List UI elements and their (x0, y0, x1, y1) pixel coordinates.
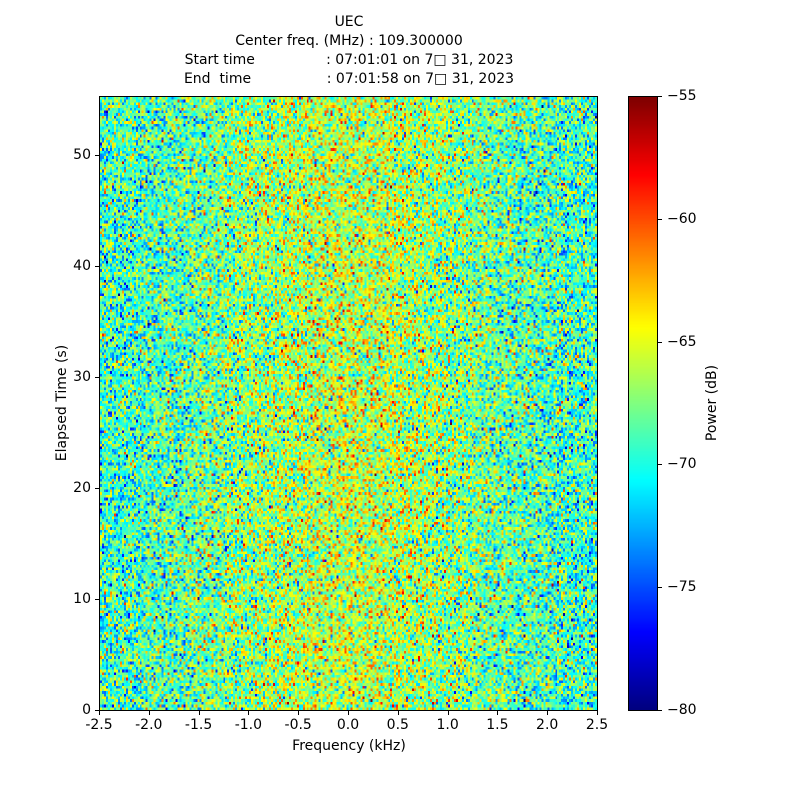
x-tick-label: 2.0 (536, 717, 559, 733)
colorbar-tick-label: −70 (667, 456, 697, 473)
colorbar-tick (658, 710, 662, 711)
x-tick-label: -2.0 (135, 717, 163, 733)
y-tick (95, 488, 99, 490)
colorbar-tick-label: −55 (667, 88, 697, 104)
x-axis-label: Frequency (kHz) (292, 738, 406, 754)
x-tick (198, 711, 200, 715)
colorbar-tick-label: −75 (667, 579, 697, 596)
x-tick (298, 711, 300, 715)
colorbar-tick-label: −65 (667, 333, 697, 350)
y-tick (95, 377, 99, 379)
y-tick (95, 266, 99, 268)
spectrogram-axes (99, 96, 598, 711)
y-tick-label: 20 (73, 480, 91, 497)
x-tick-label: 0.5 (386, 717, 409, 733)
colorbar (628, 96, 658, 711)
x-tick-label: -1.5 (184, 717, 213, 733)
x-tick (397, 711, 399, 715)
x-tick (447, 711, 449, 715)
start-time-line: Start time : 07:01:01 on 7□ 31, 2023 (184, 52, 514, 68)
colorbar-tick (658, 587, 662, 589)
x-tick-label: 1.0 (436, 717, 459, 733)
x-tick (597, 711, 598, 715)
x-tick-label: 2.5 (585, 717, 609, 733)
y-tick (95, 710, 99, 711)
y-axis-label: Elapsed Time (s) (54, 344, 70, 462)
center-freq-line: Center freq. (MHz) : 109.300000 (235, 33, 463, 49)
colorbar-tick (658, 96, 662, 97)
y-tick-label: 40 (73, 258, 91, 275)
colorbar-tick (658, 341, 662, 343)
x-tick-label: 1.5 (486, 717, 509, 733)
y-tick-label: 50 (73, 147, 91, 164)
y-tick-label: 10 (73, 591, 91, 608)
colorbar-tick (658, 218, 662, 220)
x-tick-label: -2.5 (85, 717, 113, 733)
colorbar-tick (658, 464, 662, 466)
colorbar-canvas (629, 97, 657, 710)
x-tick (547, 711, 549, 715)
x-tick-label: -0.5 (284, 717, 312, 733)
y-tick-label: 0 (82, 702, 91, 718)
colorbar-label: Power (dB) (704, 364, 720, 442)
y-tick (95, 599, 99, 601)
plot-title: UEC (334, 14, 364, 30)
x-tick-label: -1.0 (234, 717, 263, 733)
end-time-line: End time : 07:01:58 on 7□ 31, 2023 (183, 71, 515, 87)
plot-title-block: UEC Center freq. (MHz) : 109.300000 Star… (99, 13, 599, 89)
x-tick (99, 711, 100, 715)
x-tick (148, 711, 150, 715)
x-tick (348, 711, 349, 715)
spectrogram-canvas (100, 97, 597, 710)
x-tick (497, 711, 499, 715)
x-tick-label: 0.0 (336, 717, 360, 733)
colorbar-tick-label: −60 (667, 210, 697, 227)
y-tick-label: 30 (73, 369, 91, 386)
colorbar-tick-label: −80 (667, 702, 697, 718)
y-tick (95, 155, 99, 157)
x-tick (248, 711, 250, 715)
